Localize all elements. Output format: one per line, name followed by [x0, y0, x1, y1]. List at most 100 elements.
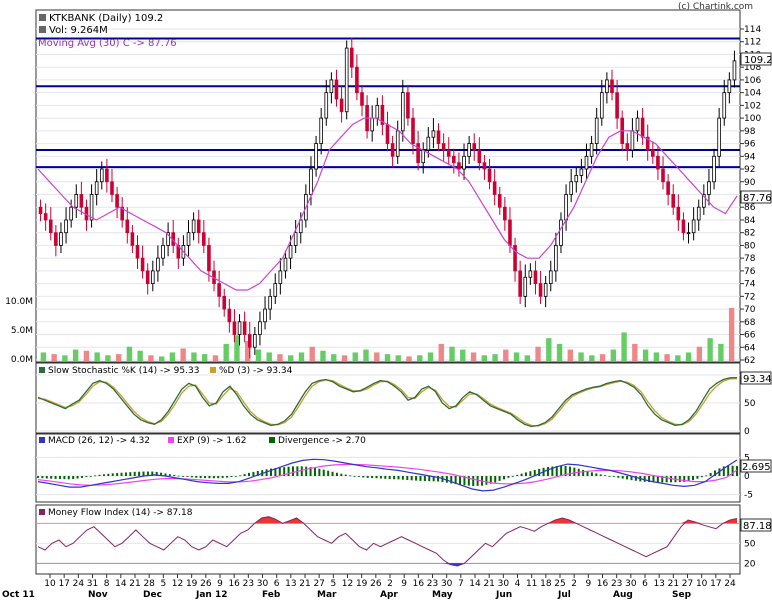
x-day-label: 12 [172, 579, 183, 589]
divergence-bar [568, 466, 571, 476]
divergence-bar [467, 476, 470, 486]
candle-body [135, 245, 140, 259]
candle-body [421, 149, 426, 164]
header-symbol: KTKBANK (Daily) 109.2 [49, 13, 163, 24]
stoch-tag: 93.34 [740, 371, 772, 385]
volume-bar [567, 349, 574, 361]
macd-label: MACD (26, 12) -> 4.32 [48, 436, 150, 446]
x-month-label: Nov [88, 590, 108, 600]
price-tick-label: 80 [744, 241, 756, 251]
divergence-bar [102, 474, 105, 476]
mfi-label: Money Flow Index (14) -> 87.18 [48, 508, 193, 518]
divergence-bar [190, 476, 193, 478]
volume-bar [320, 350, 326, 361]
volume-bar [707, 338, 713, 361]
candle-body [722, 92, 727, 119]
x-day-label: 26 [200, 579, 212, 589]
x-month-label: Dec [143, 590, 162, 600]
divergence-bar [182, 476, 185, 477]
stoch-k-marker [39, 367, 45, 373]
volume-bar [40, 352, 47, 361]
candle-body [401, 92, 405, 132]
divergence-bar [322, 469, 325, 476]
divergence-bar [274, 468, 277, 476]
price-tick-label: 78 [744, 254, 756, 264]
svg-text:93.34: 93.34 [743, 374, 772, 385]
candle-body [110, 181, 114, 195]
candle-body [467, 143, 471, 157]
candle-body [360, 92, 364, 106]
candle-body [681, 219, 686, 234]
last-price-tag: 109.2 [740, 52, 772, 66]
macd-panel: MACD (26, 12) -> 4.32 EXP (9) -> 1.62 Di… [35, 433, 772, 503]
divergence-bar [612, 476, 615, 477]
macd-y-axis: -5 0 5 [744, 453, 753, 500]
divergence-bar [503, 476, 505, 480]
divergence-bar [217, 476, 220, 479]
candle-body [615, 92, 619, 119]
x-day-label: 11 [526, 579, 537, 589]
x-day-label: 27 [313, 579, 324, 589]
moving-average-line [37, 117, 738, 291]
macd-exp-line [37, 463, 738, 486]
divergence-bar [538, 468, 541, 476]
candle-body [686, 232, 691, 235]
candle-body [441, 143, 446, 151]
candle-body [579, 168, 584, 176]
divergence-bar [221, 476, 224, 478]
divergence-bar [489, 476, 492, 484]
volume-bar [503, 349, 509, 361]
price-tick-label: 102 [744, 101, 761, 111]
volume-bar [255, 349, 262, 361]
volume-bar [718, 343, 724, 361]
candle-body [503, 206, 507, 221]
volume-bar [148, 355, 154, 361]
volume-bar [201, 354, 208, 361]
volume-bar [212, 355, 219, 361]
divergence-bar [248, 472, 251, 476]
volume-bar [169, 352, 176, 361]
candle-body [64, 219, 68, 234]
divergence-bar [133, 471, 136, 476]
volume-bar [632, 343, 638, 361]
header-volume-marker [39, 26, 46, 33]
stoch-k-label: Slow Stochastic %K (14) -> 95.33 [48, 366, 199, 376]
candle-body [482, 162, 487, 170]
price-tick-label: 114 [744, 25, 761, 35]
x-day-label: 17 [710, 579, 721, 589]
divergence-bar [234, 476, 237, 477]
x-month-label: Apr [380, 590, 398, 600]
candle-body [140, 257, 145, 272]
price-tick-label: 74 [744, 280, 756, 290]
divergence-bar [494, 476, 497, 483]
stoch-k-line [37, 376, 738, 428]
divergence-bar [678, 476, 681, 483]
divergence-bar [546, 466, 549, 476]
volume-bar [546, 338, 552, 361]
divergence-bar [498, 476, 501, 481]
candle-body [59, 232, 63, 246]
divergence-bar [454, 476, 457, 485]
price-tick-label: 106 [744, 76, 761, 86]
candle-body [288, 245, 293, 259]
divergence-bar [340, 473, 343, 476]
x-month-label: Jan 12 [195, 590, 228, 600]
divergence-bar [305, 466, 308, 476]
header-ma: Moving Avg (30) C -> 87.76 [38, 38, 177, 49]
candle-body [69, 206, 73, 221]
volume-bar [277, 354, 283, 361]
divergence-bar [45, 476, 48, 479]
divergence-bar [652, 476, 655, 483]
divergence-bar [129, 472, 132, 476]
candle-body [339, 98, 344, 113]
divergence-bar [630, 476, 633, 481]
candle-body [431, 130, 436, 138]
volume-bar [62, 355, 68, 361]
x-day-label: 21 [483, 579, 494, 589]
x-day-label: 2 [571, 579, 577, 589]
candle-body [54, 232, 58, 246]
candle-body [426, 136, 431, 151]
mfi-panel-frame [35, 504, 741, 575]
x-day-label: 5 [160, 579, 166, 589]
candle-body [130, 232, 135, 246]
